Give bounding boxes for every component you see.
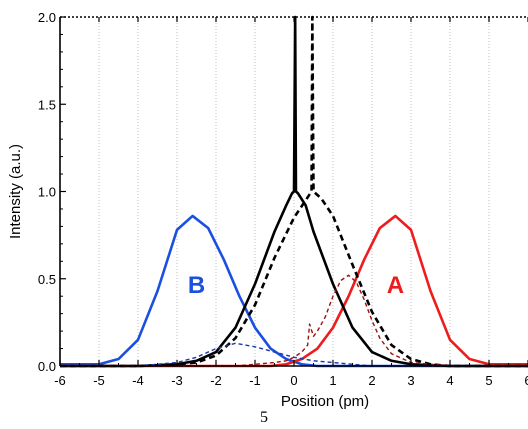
grid-lines (98, 17, 490, 366)
axis-labels: -6 -5 -4 -3 -2 -1 0 1 2 3 4 5 6 0.0 0.5 1.0 1.5 2.0 Positi… (7, 10, 528, 410)
x-tick-label: 2 (368, 373, 375, 388)
y-axis-title: Intensity (a.u.) (7, 144, 24, 239)
y-tick-label: 0.0 (38, 359, 56, 374)
y-tick-label: 2.0 (38, 10, 56, 25)
y-tick-label: 1.5 (38, 97, 56, 112)
series-line-4 (60, 15, 528, 368)
x-tick-label: -5 (93, 373, 105, 388)
x-tick-label: 3 (407, 373, 414, 388)
x-tick-label: -6 (54, 373, 66, 388)
x-tick-label: 1 (329, 373, 336, 388)
x-tick-label: 0 (290, 373, 297, 388)
x-tick-label: -1 (249, 373, 261, 388)
page-number: 5 (260, 409, 268, 426)
y-tick-label: 1.0 (38, 185, 56, 200)
x-tick-label: 4 (446, 373, 453, 388)
annotation-label: A (387, 272, 404, 299)
series-line-6 (60, 274, 528, 367)
x-tick-label: 6 (524, 373, 528, 388)
annotation-label: B (188, 272, 205, 299)
y-tick-label: 0.5 (38, 272, 56, 287)
x-axis-title: Position (pm) (281, 393, 369, 410)
x-tick-label: 5 (485, 373, 492, 388)
x-tick-label: -3 (171, 373, 183, 388)
x-tick-label: -2 (210, 373, 222, 388)
x-tick-label: -4 (132, 373, 144, 388)
axis-ticks (59, 16, 528, 367)
series-line-3 (60, 15, 528, 368)
